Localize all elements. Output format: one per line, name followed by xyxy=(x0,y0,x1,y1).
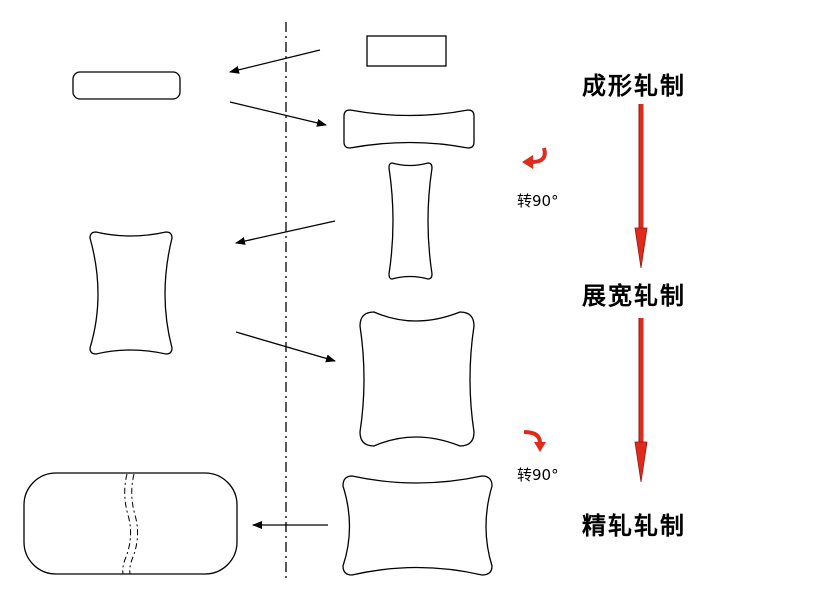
stage-label-forming: 成形轧制 xyxy=(582,72,686,100)
slab-after-broadside-pass xyxy=(359,311,475,447)
slab-rotated-narrow xyxy=(388,162,433,280)
rotation-label-2: 转90° xyxy=(517,466,559,484)
arrow-to-right-2 xyxy=(235,331,336,363)
process-arrow-1 xyxy=(634,104,648,269)
rotation-label-1: 转90° xyxy=(517,192,559,210)
slab-initial xyxy=(366,35,447,67)
rotation-arrow-clockwise xyxy=(523,430,546,452)
arrow-to-left-1 xyxy=(229,49,321,74)
arrow-to-right-1 xyxy=(229,101,327,127)
slab-rotated-wide xyxy=(342,475,493,576)
process-arrow-2 xyxy=(634,318,648,483)
final-plate-seam-left xyxy=(122,473,132,575)
stage-label-finishing: 精轧轧制 xyxy=(582,512,686,540)
final-plate xyxy=(23,472,238,575)
end-view-after-broadside xyxy=(89,231,173,355)
end-view-initial xyxy=(72,71,181,100)
rotation-arrow-counterclockwise xyxy=(522,147,547,169)
slab-after-forming-pass xyxy=(343,109,475,149)
final-plate-seam-right xyxy=(129,473,139,575)
stage-label-broadside: 展宽轧制 xyxy=(582,282,686,310)
arrow-to-left-2 xyxy=(235,220,336,245)
